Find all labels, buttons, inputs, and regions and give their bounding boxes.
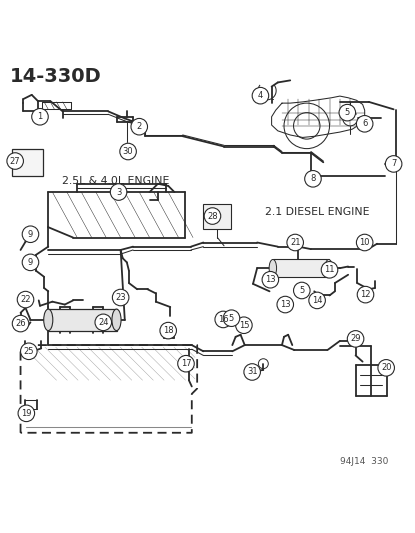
Circle shape <box>95 314 112 330</box>
Text: 2.1 DIESEL ENGINE: 2.1 DIESEL ENGINE <box>266 207 370 217</box>
Text: 24: 24 <box>98 318 108 327</box>
Text: 6: 6 <box>362 119 367 128</box>
Circle shape <box>386 156 402 172</box>
Text: 2.5L & 4.0L ENGINE: 2.5L & 4.0L ENGINE <box>62 176 169 186</box>
Circle shape <box>309 292 325 309</box>
Circle shape <box>110 184 127 200</box>
Circle shape <box>305 171 321 187</box>
Text: 9: 9 <box>28 258 33 267</box>
Text: 14-330D: 14-330D <box>10 67 102 86</box>
Text: 23: 23 <box>115 293 126 302</box>
Circle shape <box>18 405 34 422</box>
Circle shape <box>17 292 34 308</box>
Circle shape <box>378 360 394 376</box>
Circle shape <box>204 208 221 224</box>
Text: 7: 7 <box>391 159 396 168</box>
Circle shape <box>131 118 147 135</box>
Text: 5: 5 <box>345 108 350 117</box>
Ellipse shape <box>44 309 53 330</box>
Circle shape <box>21 343 37 360</box>
Circle shape <box>112 289 129 306</box>
Circle shape <box>223 310 240 327</box>
Circle shape <box>22 254 39 271</box>
Text: 94J14  330: 94J14 330 <box>340 457 388 466</box>
Text: 30: 30 <box>123 147 133 156</box>
Text: 8: 8 <box>310 174 316 183</box>
Text: 21: 21 <box>290 238 300 247</box>
Circle shape <box>236 317 252 334</box>
Text: 5: 5 <box>229 314 234 322</box>
Text: 26: 26 <box>15 319 26 328</box>
Text: 12: 12 <box>360 290 371 299</box>
Text: 28: 28 <box>207 212 218 221</box>
Circle shape <box>252 87 269 104</box>
Text: 19: 19 <box>21 409 32 418</box>
Circle shape <box>293 282 310 299</box>
Text: 10: 10 <box>359 238 370 247</box>
Text: 1: 1 <box>37 112 43 122</box>
Text: 4: 4 <box>258 91 263 100</box>
Text: 22: 22 <box>20 295 31 304</box>
Circle shape <box>32 109 48 125</box>
FancyBboxPatch shape <box>12 149 43 175</box>
Circle shape <box>339 104 356 121</box>
Text: 20: 20 <box>381 364 391 373</box>
FancyBboxPatch shape <box>203 205 232 229</box>
Text: 11: 11 <box>324 265 335 274</box>
Circle shape <box>357 286 374 303</box>
Text: 18: 18 <box>163 326 173 335</box>
FancyBboxPatch shape <box>48 309 117 330</box>
Text: 27: 27 <box>10 157 20 166</box>
Circle shape <box>244 364 261 380</box>
Circle shape <box>262 271 278 288</box>
Circle shape <box>120 143 137 160</box>
Ellipse shape <box>112 309 121 330</box>
Circle shape <box>12 316 29 332</box>
Circle shape <box>356 116 373 132</box>
Text: 2: 2 <box>137 122 142 131</box>
Text: 15: 15 <box>239 321 249 330</box>
Text: 5: 5 <box>299 286 305 295</box>
Text: 29: 29 <box>350 334 361 343</box>
Text: 9: 9 <box>28 230 33 239</box>
Ellipse shape <box>325 260 332 277</box>
Text: 3: 3 <box>116 188 121 197</box>
Text: 14: 14 <box>312 296 322 305</box>
Ellipse shape <box>269 260 276 277</box>
FancyBboxPatch shape <box>273 260 329 277</box>
Circle shape <box>287 234 303 251</box>
Circle shape <box>178 356 194 372</box>
Circle shape <box>7 153 23 169</box>
Circle shape <box>356 234 373 251</box>
Text: 25: 25 <box>24 347 34 356</box>
Text: 31: 31 <box>247 367 257 376</box>
Text: 17: 17 <box>181 359 191 368</box>
Circle shape <box>277 296 293 313</box>
Text: 16: 16 <box>218 315 229 324</box>
Text: 13: 13 <box>280 300 290 309</box>
Circle shape <box>215 311 232 328</box>
Circle shape <box>160 322 176 339</box>
Circle shape <box>321 262 338 278</box>
Circle shape <box>22 226 39 243</box>
Circle shape <box>347 330 364 347</box>
Text: 13: 13 <box>265 275 276 284</box>
